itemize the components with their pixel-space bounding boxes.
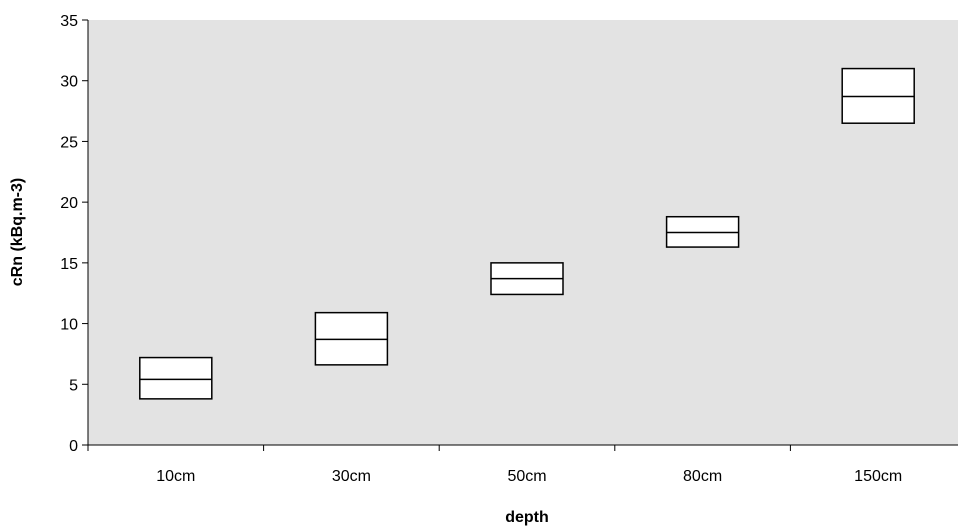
y-axis-title: cRn (kBq.m-3)	[9, 178, 26, 286]
y-tick-label: 25	[60, 134, 78, 151]
y-tick-label: 35	[60, 13, 78, 30]
x-tick-label: 50cm	[507, 468, 546, 485]
y-tick-label: 5	[69, 377, 78, 394]
x-tick-label: 150cm	[854, 468, 902, 485]
y-tick-label: 0	[69, 438, 78, 455]
plot-area	[88, 20, 958, 445]
x-tick-label: 30cm	[332, 468, 371, 485]
boxes	[139, 67, 915, 400]
x-tick-label: 80cm	[683, 468, 722, 485]
x-axis-title: depth	[505, 509, 549, 526]
y-tick-label: 20	[60, 195, 78, 212]
box-10cm	[139, 356, 213, 400]
x-axis: 10cm 30cm 50cm 80cm 150cm	[87, 444, 958, 485]
x-tick-label: 10cm	[156, 468, 195, 485]
y-tick-label: 30	[60, 74, 78, 91]
y-tick-label: 10	[60, 317, 78, 334]
y-tick-label: 15	[60, 256, 78, 273]
y-axis: 0 5 10 15 20 25 30 35	[60, 13, 89, 455]
